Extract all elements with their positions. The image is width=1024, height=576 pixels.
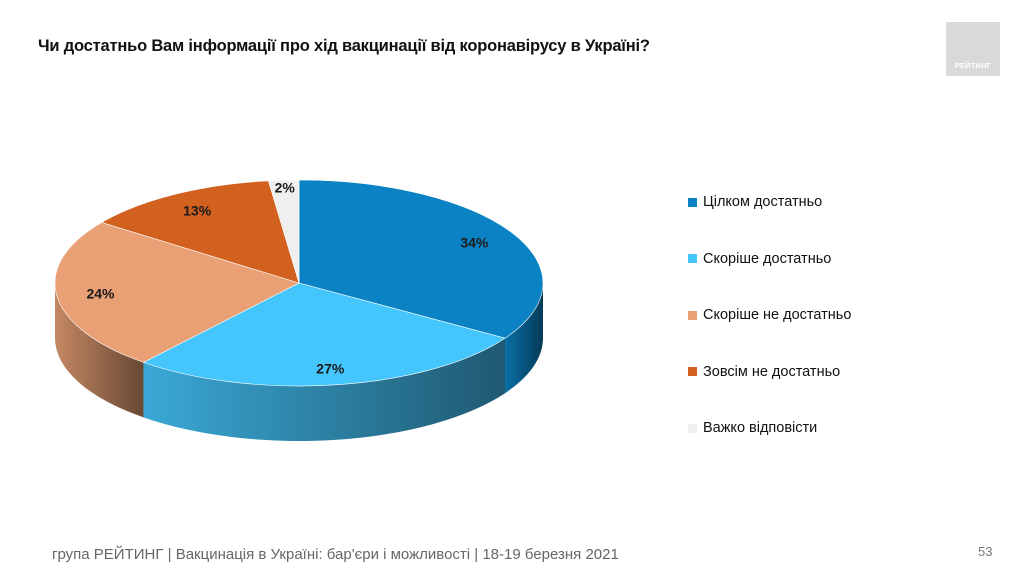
- pie-side-1: [143, 338, 506, 441]
- footer-text: група РЕЙТИНГ | Вакцинація в Україні: ба…: [52, 546, 619, 563]
- pie-slice-3: [100, 180, 300, 284]
- chart-title: Чи достатньо Вам інформації про хід вакц…: [38, 37, 650, 55]
- legend-label: Важко відповісти: [703, 420, 818, 436]
- legend-swatch: [688, 367, 697, 376]
- pie-slice-2: [54, 222, 300, 363]
- legend-swatch: [688, 423, 697, 433]
- slice-label-0: 34%: [460, 234, 489, 250]
- logo: РЕЙТИНГ: [946, 22, 1000, 76]
- pie-side-0: [505, 283, 543, 394]
- legend-item-1: Скоріше достатньо: [688, 249, 831, 269]
- legend-swatch: [688, 310, 697, 320]
- pie-sides: [55, 283, 543, 441]
- page-number: 53: [978, 544, 993, 559]
- legend-label: Скоріше не достатньо: [703, 307, 852, 323]
- legend-label: Зовсім не достатньо: [703, 363, 841, 380]
- legend-item-4: Важко відповісти: [688, 418, 817, 438]
- legend-item-0: Цілком достатньо: [688, 192, 822, 212]
- slice-label-1: 27%: [316, 360, 345, 376]
- legend-item-3: Зовсім не достатньо: [688, 362, 840, 382]
- slice-labels: 34% 27% 24% 13% 2%: [86, 179, 488, 376]
- legend-swatch: [688, 197, 697, 207]
- pie-side-2: [55, 283, 144, 418]
- pie-slice-0: [298, 179, 544, 339]
- pie-slice-1: [142, 282, 506, 387]
- legend-item-2: Скоріше не достатньо: [688, 305, 851, 325]
- legend-label: Цілком достатньо: [703, 194, 823, 210]
- logo-text: РЕЙТИНГ: [954, 61, 992, 70]
- pie-slice-4: [268, 179, 300, 284]
- pie-top: [54, 179, 544, 387]
- slice-label-4: 2%: [275, 179, 296, 195]
- legend-label: Скоріше достатньо: [703, 250, 832, 267]
- legend-swatch: [688, 254, 697, 263]
- slice-label-2: 24%: [86, 286, 115, 302]
- slice-label-3: 13%: [183, 202, 212, 218]
